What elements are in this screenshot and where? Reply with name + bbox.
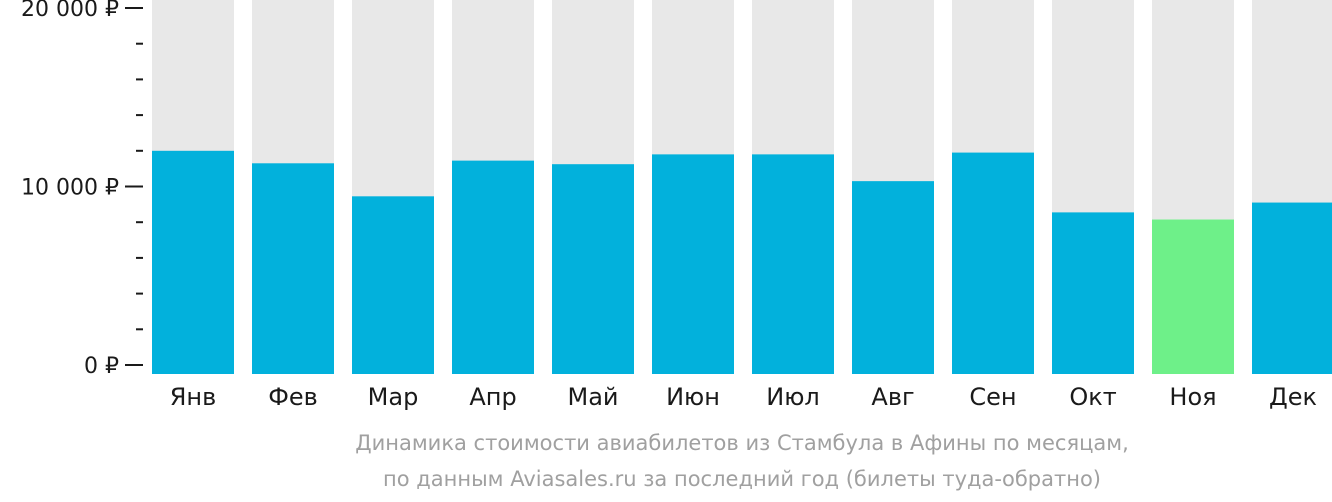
bars xyxy=(152,0,1332,374)
x-tick-label: Июл xyxy=(766,383,820,411)
x-tick-label: Дек xyxy=(1269,383,1317,411)
bar[interactable] xyxy=(1252,203,1332,374)
x-tick-label: Янв xyxy=(170,383,217,411)
bar[interactable] xyxy=(152,151,234,374)
bar[interactable] xyxy=(852,181,934,374)
x-tick-label: Фев xyxy=(268,383,318,411)
y-axis: 0 ₽ 10 000 ₽ 20 000 ₽ xyxy=(21,0,143,379)
x-tick-label: Июн xyxy=(666,383,720,411)
bar[interactable] xyxy=(352,196,434,374)
x-tick-label: Авг xyxy=(871,383,914,411)
bar[interactable] xyxy=(952,153,1034,374)
price-bar-chart: 0 ₽ 10 000 ₽ 20 000 ₽ Янв Фев Мар Апр Май Июн Ию… xyxy=(0,0,1332,430)
y-tick-label: 20 000 ₽ xyxy=(21,0,119,22)
x-axis-labels: Янв Фев Мар Апр Май Июн Июл Авг Сен Окт Ноя Дек xyxy=(170,383,1317,411)
x-tick-label: Май xyxy=(567,383,618,411)
bar[interactable] xyxy=(252,163,334,374)
bar[interactable] xyxy=(652,154,734,374)
bar[interactable] xyxy=(752,154,834,374)
y-tick-label: 10 000 ₽ xyxy=(21,176,119,201)
x-tick-label: Сен xyxy=(969,383,1016,411)
bar[interactable] xyxy=(552,164,634,374)
y-tick-label: 0 ₽ xyxy=(84,354,119,379)
x-tick-label: Апр xyxy=(469,383,516,411)
bar[interactable] xyxy=(1052,212,1134,374)
chart-caption-line-2: по данным Aviasales.ru за последний год … xyxy=(0,467,1332,491)
x-tick-label: Окт xyxy=(1069,383,1116,411)
x-tick-label: Мар xyxy=(368,383,419,411)
chart-caption-line-1: Динамика стоимости авиабилетов из Стамбу… xyxy=(0,431,1332,455)
bar[interactable] xyxy=(452,161,534,374)
bar-cheapest[interactable] xyxy=(1152,220,1234,374)
x-tick-label: Ноя xyxy=(1169,383,1216,411)
